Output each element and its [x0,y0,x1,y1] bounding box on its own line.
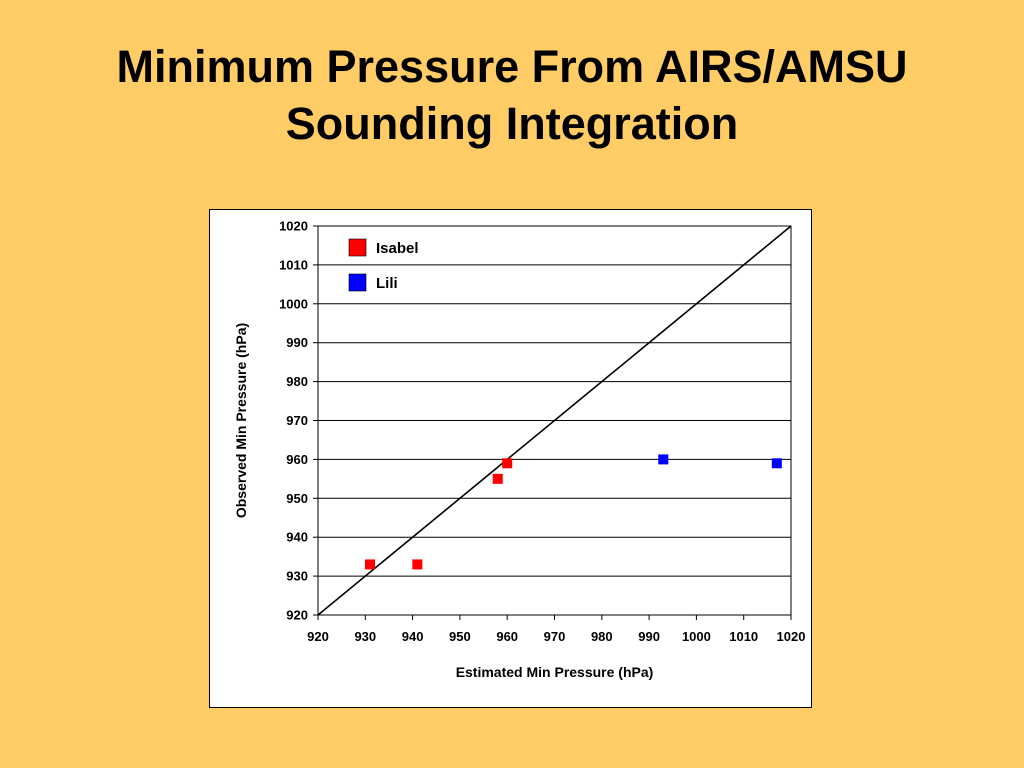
y-tick-label: 920 [286,608,308,623]
x-tick-label: 960 [496,629,518,644]
y-tick-label: 960 [286,452,308,467]
y-tick-label: 1020 [279,219,308,234]
legend-label-isabel: Isabel [376,240,419,257]
y-tick-label: 1010 [279,257,308,272]
x-tick-label: 920 [307,629,329,644]
x-tick-label: 1010 [729,629,758,644]
y-tick-label: 950 [286,491,308,506]
y-tick-labels: 920 930 940 950 960 970 980 990 1000 1010 1020 [279,219,308,623]
x-tick-label: 1000 [682,629,711,644]
slide-title-line2: Sounding Integration [285,98,739,149]
scatter-chart: 920 930 940 950 960 970 980 990 1000 1010 1020 920… [233,219,805,681]
one-to-one-line [317,225,792,616]
y-tick-label: 1000 [279,296,308,311]
y-tick-label: 930 [286,569,308,584]
data-point-lili [771,458,782,469]
x-tick-labels: 920 930 940 950 960 970 980 990 1000 1010 1020 [307,629,805,644]
x-tick-label: 930 [354,629,376,644]
data-point-isabel [365,559,376,570]
x-axis-label: Estimated Min Pressure (hPa) [456,664,654,680]
slide-title-line1: Minimum Pressure From AIRS/AMSU [116,41,908,92]
y-tick-label: 940 [286,530,308,545]
data-point-isabel [492,473,503,484]
chart-frame: 920 930 940 950 960 970 980 990 1000 1010 1020 920… [209,209,812,708]
x-tick-label: 1020 [777,629,806,644]
y-tick-label: 990 [286,335,308,350]
x-tick-label: 980 [591,629,613,644]
x-tick-label: 990 [638,629,660,644]
legend: Isabel Lili [348,238,419,292]
y-tick-label: 980 [286,374,308,389]
slide-title: Minimum Pressure From AIRS/AMSU Sounding… [0,38,1024,152]
reference-line-group [317,225,792,616]
legend-label-lili: Lili [376,275,398,292]
data-points [365,454,782,570]
x-tick-label: 940 [402,629,424,644]
x-tick-label: 970 [544,629,566,644]
y-tick-label: 970 [286,413,308,428]
data-point-isabel [412,559,423,570]
y-axis-label: Observed Min Pressure (hPa) [233,323,249,518]
plot-area [313,225,792,620]
x-tick-label: 950 [449,629,471,644]
legend-swatch-isabel [348,238,367,257]
data-point-isabel [502,458,513,469]
data-point-lili [658,454,669,465]
legend-swatch-lili [348,273,367,292]
